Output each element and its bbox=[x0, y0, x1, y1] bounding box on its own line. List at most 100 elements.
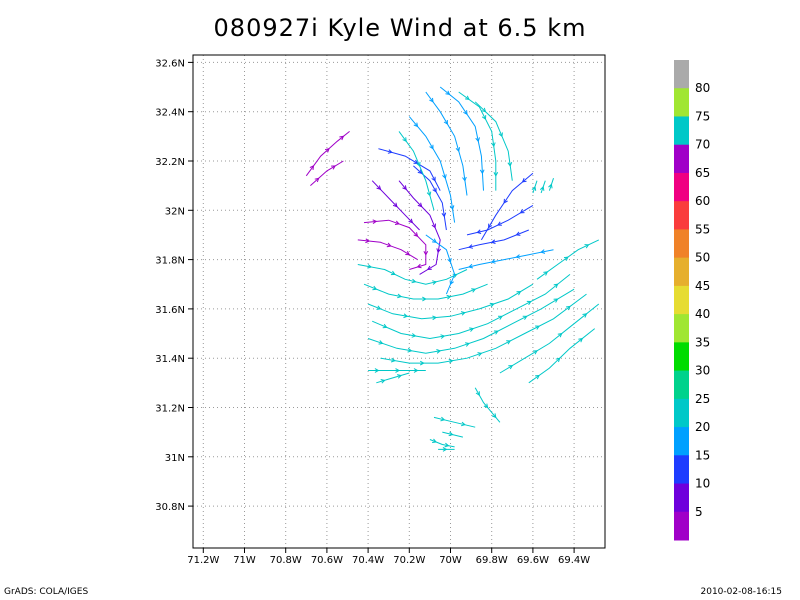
streamline bbox=[310, 160, 344, 186]
streamline-arrow bbox=[503, 198, 508, 204]
streamline bbox=[499, 303, 600, 374]
x-tick-label: 70W bbox=[439, 555, 462, 566]
streamline-arrow bbox=[565, 305, 571, 311]
streamline-arrow bbox=[367, 264, 373, 269]
streamline-arrow bbox=[390, 270, 396, 276]
y-tick-label: 31.2N bbox=[155, 403, 185, 414]
streamline-arrow bbox=[402, 137, 407, 143]
streamline-arrow bbox=[431, 223, 436, 229]
streamline-arrow bbox=[498, 132, 503, 138]
streamline-arrow bbox=[403, 313, 409, 319]
colorbar-swatch bbox=[674, 511, 689, 541]
streamline-arrow bbox=[449, 205, 455, 211]
streamline-arrow bbox=[413, 122, 419, 128]
colorbar-swatch bbox=[674, 172, 689, 202]
streamline-arrow bbox=[465, 95, 470, 101]
streamline bbox=[372, 274, 571, 340]
streamline-arrow bbox=[413, 232, 419, 237]
streamline-arrow bbox=[443, 119, 448, 125]
colorbar-label: 10 bbox=[695, 477, 710, 491]
streamline-arrow bbox=[429, 97, 434, 103]
colorbar-swatch bbox=[674, 398, 689, 428]
colorbar-swatch bbox=[674, 116, 689, 146]
streamline-arrow bbox=[372, 219, 378, 225]
streamline bbox=[380, 293, 587, 364]
y-tick-label: 32N bbox=[165, 206, 185, 217]
streamline-arrow bbox=[432, 438, 438, 443]
streamline-arrow bbox=[408, 218, 414, 224]
streamline-arrow bbox=[426, 265, 432, 271]
colorbar-swatch bbox=[674, 314, 689, 343]
streamline-arrow bbox=[519, 209, 525, 214]
streamline-arrow bbox=[496, 221, 502, 226]
y-tick-label: 32.6N bbox=[155, 58, 185, 69]
streamline-arrow bbox=[376, 305, 382, 310]
colorbar-swatch bbox=[674, 60, 689, 89]
streamline-arrow bbox=[331, 165, 336, 170]
streamline-arrow bbox=[413, 159, 419, 165]
streamline-arrow bbox=[465, 342, 470, 347]
streamline-arrow bbox=[491, 413, 497, 419]
streamline bbox=[363, 219, 427, 270]
colorbar-label: 60 bbox=[695, 194, 710, 208]
streamline bbox=[458, 249, 554, 270]
colorbar-label: 25 bbox=[695, 392, 710, 406]
x-tick-label: 69.4W bbox=[558, 555, 590, 566]
streamline-arrow bbox=[515, 231, 521, 236]
streamline-arrow bbox=[386, 242, 392, 248]
streamline-arrow bbox=[477, 352, 483, 357]
streamline-arrow bbox=[563, 256, 569, 261]
streamline-arrow bbox=[392, 202, 398, 208]
colorbar-label: 40 bbox=[695, 307, 710, 321]
streamline-arrow bbox=[543, 271, 549, 276]
colorbar-label: 55 bbox=[695, 222, 710, 236]
x-tick-label: 70.6W bbox=[311, 555, 343, 566]
x-tick-label: 70.2W bbox=[393, 555, 425, 566]
streamline-arrow bbox=[460, 311, 466, 316]
streamline bbox=[376, 372, 410, 384]
x-tick-label: 70.4W bbox=[352, 555, 384, 566]
colorbar-swatch bbox=[674, 229, 689, 259]
y-tick-label: 32.4N bbox=[155, 108, 185, 119]
streamline bbox=[474, 101, 513, 181]
streamline-arrow bbox=[429, 144, 434, 150]
streamline-arrow bbox=[442, 447, 448, 452]
streamline-arrow bbox=[481, 107, 487, 113]
colorbar-label: 50 bbox=[695, 251, 710, 265]
streamline-arrow bbox=[413, 368, 419, 373]
x-axis-ticks: 71.2W 71W 70.8W 70.6W 70.4W 70.2W 70W 69.8W 69.6… bbox=[187, 548, 590, 566]
streamline-arrow bbox=[555, 357, 561, 363]
streamline-arrow bbox=[441, 212, 447, 218]
streamline-arrow bbox=[426, 191, 432, 197]
streamline-arrow bbox=[483, 403, 489, 409]
colorbar-label: 65 bbox=[695, 166, 710, 180]
streamline-arrow bbox=[506, 340, 512, 345]
streamline bbox=[433, 416, 476, 428]
streamline-arrow bbox=[578, 337, 584, 343]
streamline-arrow bbox=[436, 349, 442, 354]
streamline-arrow bbox=[531, 185, 537, 191]
colorbar: 5 10 15 20 25 30 35 40 45 50 55 60 65 70 75 80 bbox=[674, 60, 710, 541]
colorbar-swatch bbox=[674, 144, 689, 174]
streamline-arrow bbox=[493, 172, 499, 177]
colorbar-swatch bbox=[674, 342, 689, 372]
streamline-arrow bbox=[467, 263, 474, 269]
streamline-arrow bbox=[442, 174, 447, 180]
streamline bbox=[357, 239, 418, 261]
streamline-arrow bbox=[448, 431, 454, 437]
colorbar-label: 70 bbox=[695, 138, 710, 152]
y-axis-ticks: 30.8N 31N 31.2N 31.4N 31.6N 31.8N 32N 32.2N 32.4… bbox=[155, 58, 193, 513]
streamline-arrow bbox=[440, 334, 446, 339]
streamline-arrow bbox=[516, 291, 522, 296]
streamline-arrow bbox=[432, 280, 438, 285]
footer-timestamp: 2010-02-08-16:15 bbox=[700, 587, 783, 597]
streamline bbox=[367, 288, 575, 354]
colorbar-swatch bbox=[674, 370, 689, 400]
streamline bbox=[398, 131, 435, 211]
streamline-arrow bbox=[365, 238, 371, 244]
y-tick-label: 31N bbox=[165, 453, 185, 464]
streamline-arrow bbox=[455, 147, 461, 153]
streamline-arrow bbox=[423, 250, 429, 256]
streamline-arrow bbox=[411, 278, 417, 284]
streamline bbox=[528, 328, 596, 384]
